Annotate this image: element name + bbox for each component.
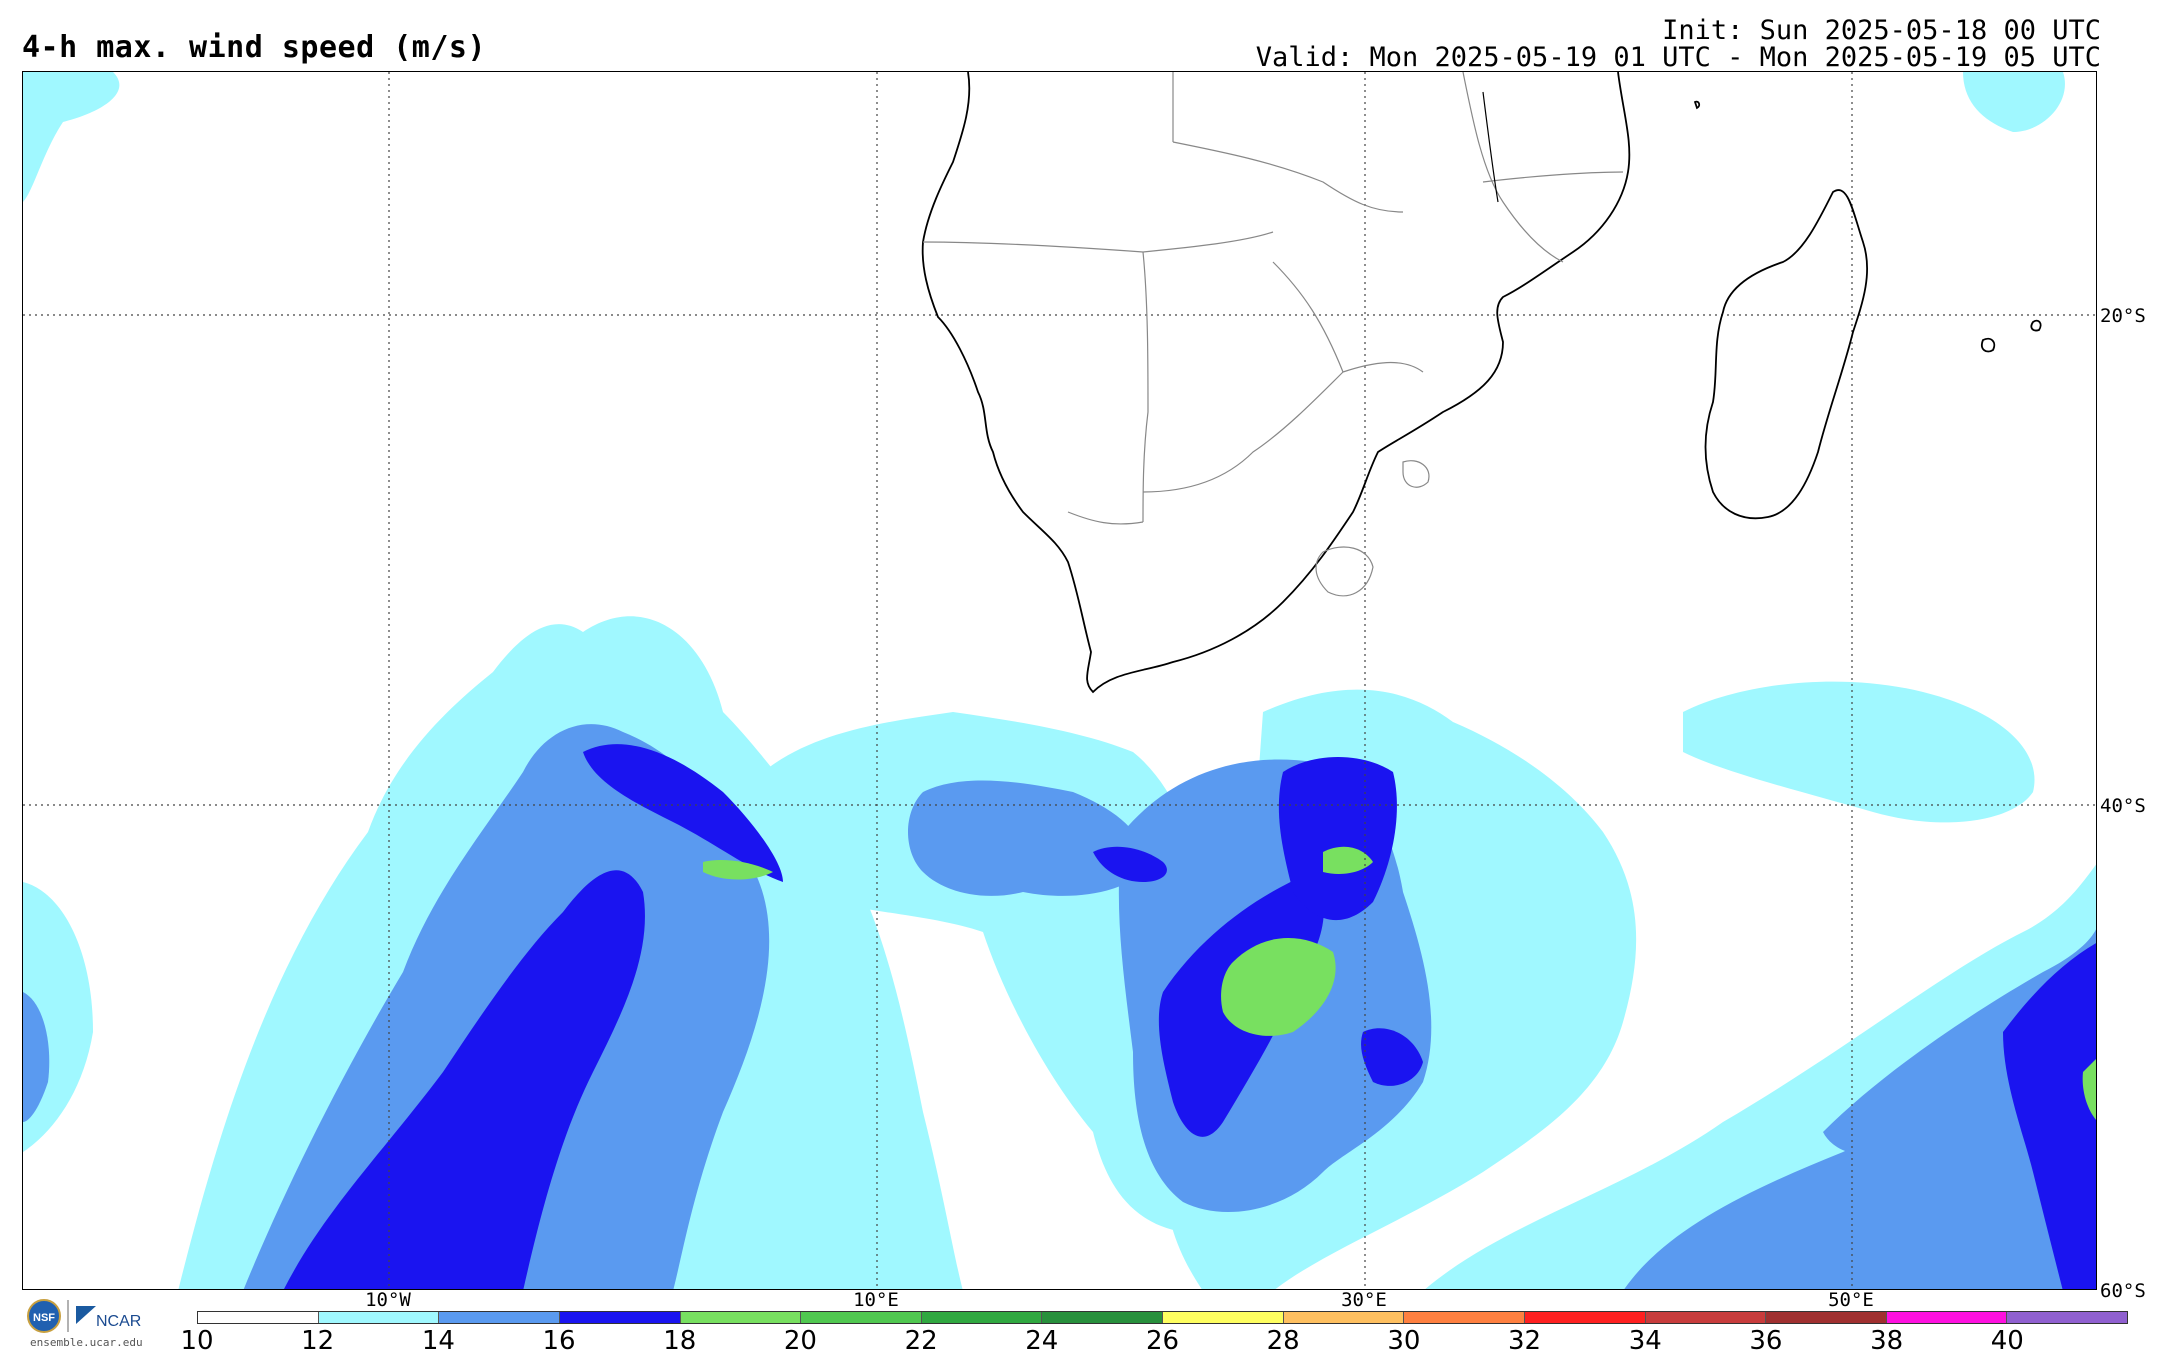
chart-title: 4-h max. wind speed (m/s)	[22, 30, 487, 65]
wind-area-16-south-center	[1361, 1028, 1423, 1086]
colorbar-tick-label: 24	[1025, 1326, 1059, 1356]
colorbar-tick-label: 38	[1870, 1326, 1904, 1356]
nsf-ncar-logo: NSF NCAR	[27, 1299, 141, 1333]
border-botswana-southafrica	[1142, 371, 1344, 493]
wind-area-14-far-west	[23, 992, 50, 1122]
colorbar-segment	[1766, 1312, 1887, 1323]
colorbar-segment	[1283, 1312, 1405, 1323]
country-borders	[922, 72, 1624, 597]
colorbar-tick-label: 28	[1266, 1326, 1300, 1356]
colorbar-tick-label: 12	[301, 1326, 335, 1356]
lat-label-20s: 20°S	[2100, 305, 2146, 327]
lon-label-50e: 50°E	[1828, 1289, 1874, 1311]
ncar-logo-icon	[76, 1306, 96, 1324]
wind-area-18-streaks	[1323, 846, 1373, 874]
logos: NSF NCAR	[24, 1296, 154, 1352]
colorbar-tick-label: 20	[783, 1326, 817, 1356]
wind-area-14-east	[1624, 954, 2096, 1289]
mauritius-island	[2030, 319, 2042, 332]
wind-area-18-west	[703, 860, 773, 880]
lesotho-border	[1315, 546, 1374, 597]
wind-area-14-atlantic	[908, 780, 1145, 896]
lat-label-40s: 40°S	[2100, 795, 2146, 817]
wind-area-18-central	[1221, 938, 1336, 1036]
colorbar-tick-label: 14	[421, 1326, 455, 1356]
coastlines	[921, 72, 2042, 694]
colorbar-segment	[921, 1312, 1043, 1323]
comoros-island	[1693, 100, 1701, 110]
wind-area-16-east	[2003, 943, 2096, 1289]
wind-area-16-central-north	[1278, 757, 1397, 921]
colorbar-tick-label: 22	[904, 1326, 938, 1356]
colorbar-tick-label: 32	[1508, 1326, 1542, 1356]
lon-label-10w: 10°W	[365, 1289, 411, 1311]
colorbar-segment	[198, 1312, 319, 1323]
colorbar-segment	[439, 1312, 560, 1323]
wind-area-12-nw	[23, 72, 120, 202]
colorbar-segment	[1042, 1312, 1163, 1323]
border-tanzania-mozambique	[1482, 171, 1624, 183]
border-namibia-botswana	[1142, 251, 1149, 523]
border-angola-namibia	[922, 231, 1274, 253]
wind-area-18-east	[2082, 1059, 2096, 1120]
colorbar-segment	[1524, 1312, 1646, 1323]
map-panel[interactable]	[22, 71, 2097, 1290]
lat-label-60s: 60°S	[2100, 1280, 2146, 1302]
colorbar-tick-label: 30	[1387, 1326, 1421, 1356]
africa-coastline	[921, 72, 1631, 694]
wind-area-16-atlantic	[1093, 846, 1167, 882]
valid-time: Valid: Mon 2025-05-19 01 UTC - Mon 2025-…	[1255, 42, 2101, 73]
init-time: Init: Sun 2025-05-18 00 UTC	[1662, 15, 2101, 46]
nsf-logo-icon	[27, 1299, 61, 1333]
border-botswana-zimbabwe	[1272, 261, 1344, 373]
colorbar-tick-label: 26	[1145, 1326, 1180, 1356]
wind-area-12-ne-corner	[1963, 72, 2065, 132]
colorbar-tick-label: 36	[1749, 1326, 1783, 1356]
colorbar-segment	[318, 1312, 440, 1323]
wind-area-16-west-streaks	[583, 744, 783, 882]
colorbar-segment	[1404, 1312, 1525, 1323]
colorbar-segment	[1645, 1312, 1767, 1323]
lon-label-10e: 10°E	[853, 1289, 899, 1311]
colorbar	[197, 1311, 2128, 1324]
colorbar-segment	[1163, 1312, 1284, 1323]
colorbar-tick-label: 40	[1990, 1326, 2024, 1356]
wind-area-12-northeast	[1683, 681, 2035, 823]
map-svg	[23, 72, 2096, 1289]
colorbar-tick-label: 18	[663, 1326, 697, 1356]
colorbar-segment	[2007, 1312, 2127, 1323]
wind-area-16-west-core	[284, 870, 645, 1289]
svg-text:NSF: NSF	[33, 1312, 55, 1324]
wind-area-14-east-band	[1823, 929, 2096, 1156]
colorbar-tick-label: 34	[1628, 1326, 1662, 1356]
border-zimbabwe-mozambique	[1342, 362, 1424, 373]
grid-lines	[23, 72, 2096, 1289]
logo-caption: ensemble.ucar.edu	[30, 1336, 143, 1349]
lake-malawi	[1482, 91, 1499, 203]
colorbar-tick-label: 10	[180, 1326, 214, 1356]
wind-area-12-south-strip	[763, 1219, 903, 1289]
colorbar-tick-label: 16	[542, 1326, 576, 1356]
reunion-island	[1981, 337, 1996, 353]
lon-label-30e: 30°E	[1341, 1289, 1387, 1311]
colorbar-segment	[801, 1312, 922, 1323]
border-zambia	[1172, 141, 1404, 213]
eswatini-border	[1402, 460, 1430, 488]
colorbar-segment	[680, 1312, 802, 1323]
ncar-logo-text: NCAR	[96, 1313, 141, 1330]
colorbar-segment	[559, 1312, 681, 1323]
wind-field	[23, 72, 2096, 1289]
colorbar-segment	[1886, 1312, 2008, 1323]
madagascar-coastline	[1704, 189, 1869, 520]
border-mozambique-north	[1462, 72, 1564, 263]
border-namibia-southafrica	[1067, 511, 1144, 525]
